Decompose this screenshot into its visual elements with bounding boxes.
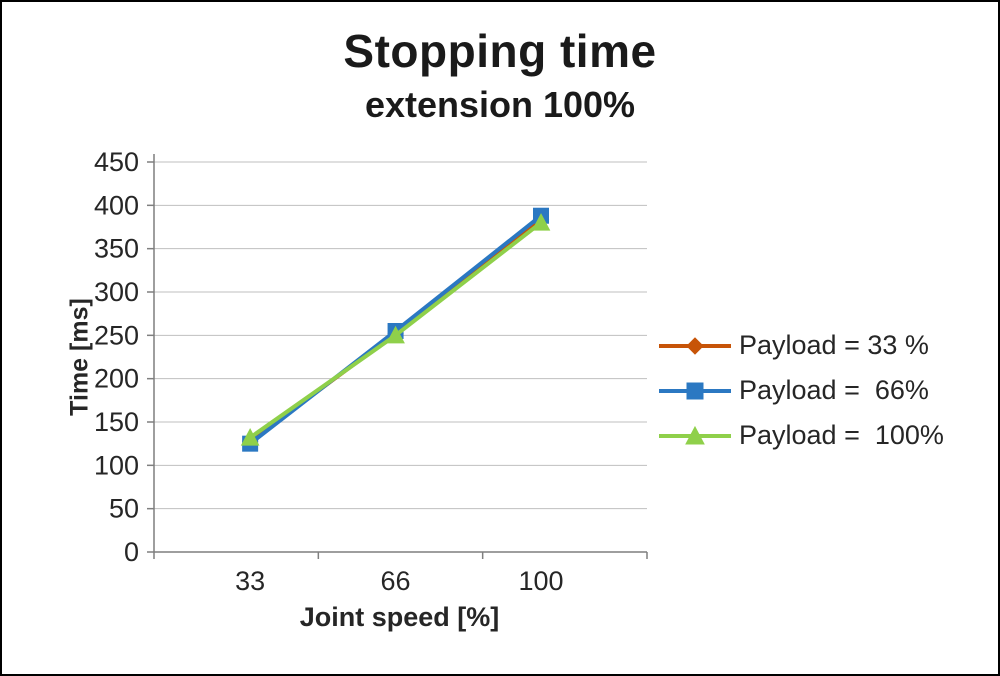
- legend-marker: [686, 382, 704, 399]
- y-tick-label: 300: [94, 277, 139, 307]
- y-axis-title: Time [ms]: [65, 298, 94, 416]
- legend-marker-diamond-icon: [659, 336, 731, 355]
- y-tick-label: 450: [94, 147, 139, 177]
- legend-marker: [685, 425, 705, 444]
- legend-label: Payload = 66%: [739, 375, 929, 405]
- x-tick-label: 66: [381, 566, 411, 596]
- legend-item: Payload = 66%: [657, 375, 944, 406]
- y-tick-label: 350: [94, 234, 139, 264]
- y-tick-label: 250: [94, 320, 139, 350]
- legend-item: Payload = 33 %: [657, 330, 944, 361]
- data-point-triangle: [240, 428, 260, 446]
- x-tick-label: 100: [518, 566, 563, 596]
- y-tick-label: 0: [124, 537, 139, 567]
- chart-subtitle: extension 100%: [364, 84, 636, 125]
- x-axis-title: Joint speed [%]: [299, 602, 500, 632]
- legend-marker-square-icon: [659, 382, 731, 399]
- y-tick-label: 400: [94, 190, 139, 220]
- legend: Payload = 33 % Payload = 66% Payload = 1…: [657, 330, 944, 451]
- legend-label: Payload = 100%: [739, 420, 944, 450]
- legend-label: Payload = 33 %: [739, 330, 929, 360]
- chart-title: Stopping time: [343, 25, 657, 77]
- y-tick-label: 150: [94, 407, 139, 437]
- legend-item: Payload = 100%: [657, 420, 944, 451]
- data-point-triangle: [386, 325, 405, 344]
- y-tick-label: 50: [109, 494, 139, 524]
- y-tick-label: 200: [94, 364, 139, 394]
- y-tick-label: 100: [94, 450, 139, 480]
- legend-marker-triangle-icon: [659, 425, 731, 444]
- data-point-triangle: [531, 213, 551, 231]
- legend-marker: [686, 336, 704, 355]
- x-tick-label: 33: [235, 566, 265, 596]
